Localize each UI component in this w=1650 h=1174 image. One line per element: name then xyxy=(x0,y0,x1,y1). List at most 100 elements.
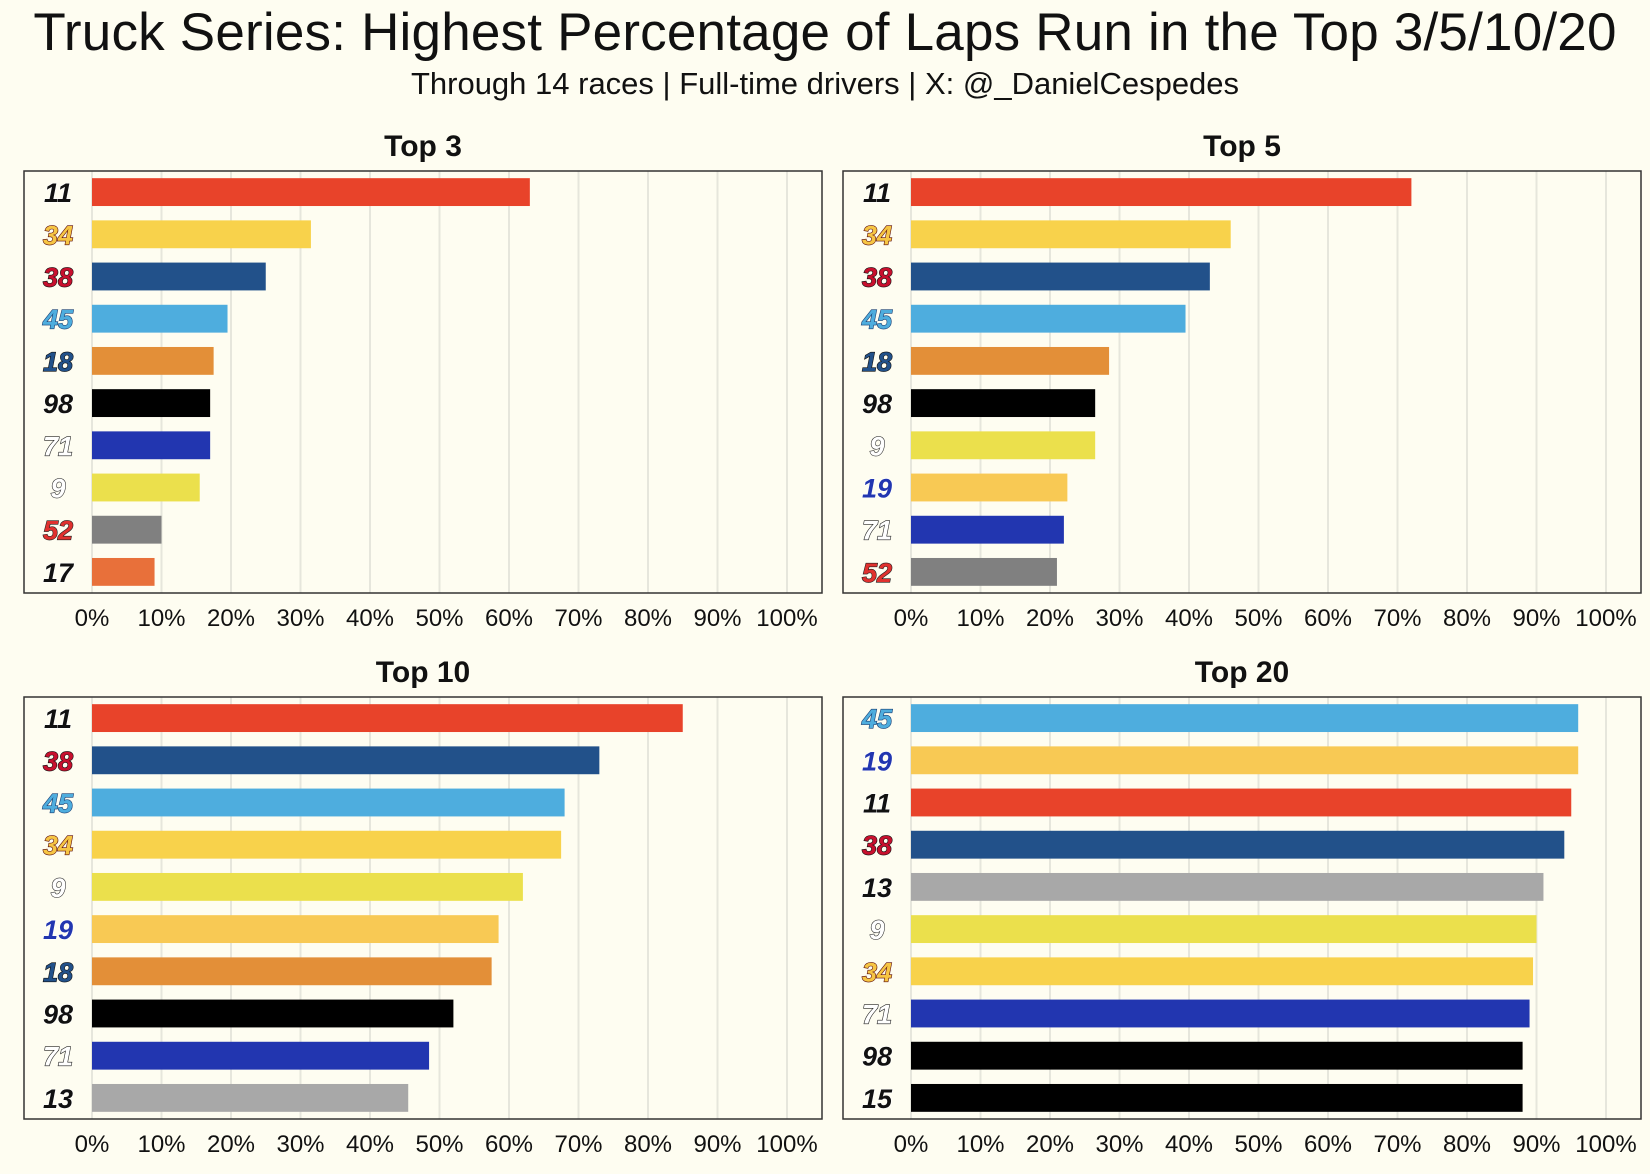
car-number-label: 38 xyxy=(43,263,73,293)
bar-98 xyxy=(911,1041,1523,1070)
x-tick-label: 0% xyxy=(894,1131,929,1158)
car-number-label: 38 xyxy=(862,831,892,861)
bar-71 xyxy=(911,999,1530,1028)
car-number-label: 34 xyxy=(43,831,73,861)
car-number-label: 98 xyxy=(862,1042,892,1072)
car-number-label: 11 xyxy=(44,704,72,734)
x-tick-label: 10% xyxy=(137,605,185,632)
x-tick-label: 10% xyxy=(956,1131,1004,1158)
bar-52 xyxy=(911,557,1057,586)
bar-38 xyxy=(911,830,1565,859)
car-number-label: 11 xyxy=(863,178,891,208)
bar-38 xyxy=(92,746,600,775)
x-tick-label: 30% xyxy=(1095,605,1143,632)
bar-34 xyxy=(92,830,562,859)
bar-45 xyxy=(92,304,228,333)
car-number-label: 38 xyxy=(862,263,892,293)
x-tick-label: 60% xyxy=(1304,605,1352,632)
bar-19 xyxy=(911,746,1579,775)
car-number-label: 17 xyxy=(43,558,75,588)
car-number-label: 19 xyxy=(862,746,892,776)
car-number-label: 45 xyxy=(861,305,893,335)
car-number-label: 45 xyxy=(861,704,893,734)
x-tick-label: 50% xyxy=(1234,605,1282,632)
x-tick-label: 40% xyxy=(346,605,394,632)
x-tick-label: 80% xyxy=(1443,1131,1491,1158)
bar-13 xyxy=(92,1083,409,1112)
car-number-label: 34 xyxy=(862,957,892,987)
car-number-label: 18 xyxy=(862,347,892,377)
x-tick-label: 50% xyxy=(1234,1131,1282,1158)
car-number-label: 52 xyxy=(43,516,73,546)
panel-title: Top 5 xyxy=(1203,130,1281,163)
car-number-label: 45 xyxy=(42,789,74,819)
bar-11 xyxy=(911,178,1412,207)
x-tick-label: 10% xyxy=(956,605,1004,632)
x-tick-label: 70% xyxy=(554,605,602,632)
car-number-label: 13 xyxy=(43,1084,73,1114)
bar-15 xyxy=(911,1083,1523,1112)
bar-98 xyxy=(911,389,1096,418)
x-tick-label: 0% xyxy=(894,605,929,632)
x-tick-label: 90% xyxy=(1512,1131,1560,1158)
x-tick-label: 70% xyxy=(1373,1131,1421,1158)
bar-71 xyxy=(911,515,1064,544)
car-number-label: 52 xyxy=(862,558,892,588)
x-tick-label: 30% xyxy=(276,605,324,632)
panel-title: Top 10 xyxy=(376,656,470,689)
car-number-label: 98 xyxy=(862,389,892,419)
car-number-label: 71 xyxy=(862,516,892,546)
car-number-label: 18 xyxy=(43,957,73,987)
bar-71 xyxy=(92,1041,430,1070)
x-tick-label: 40% xyxy=(1165,1131,1213,1158)
bar-71 xyxy=(92,431,211,460)
x-tick-label: 30% xyxy=(276,1131,324,1158)
panel-frame xyxy=(23,696,823,1120)
x-tick-label: 90% xyxy=(693,605,741,632)
bar-11 xyxy=(911,788,1572,817)
bar-11 xyxy=(92,178,530,207)
x-tick-label: 100% xyxy=(1575,605,1636,632)
x-tick-label: 20% xyxy=(207,605,255,632)
bar-18 xyxy=(92,957,492,986)
x-tick-label: 30% xyxy=(1095,1131,1143,1158)
bar-19 xyxy=(92,915,499,944)
car-number-label: 9 xyxy=(50,474,65,504)
bar-9 xyxy=(92,872,523,901)
car-number-label: 98 xyxy=(43,389,73,419)
bar-9 xyxy=(911,915,1537,944)
car-number-label: 9 xyxy=(869,915,884,945)
car-number-label: 98 xyxy=(43,1000,73,1030)
car-number-label: 38 xyxy=(43,746,73,776)
x-tick-label: 20% xyxy=(1026,1131,1074,1158)
bar-17 xyxy=(92,557,155,586)
x-tick-label: 80% xyxy=(1443,605,1491,632)
x-tick-label: 60% xyxy=(485,1131,533,1158)
car-number-label: 34 xyxy=(862,220,892,250)
x-tick-label: 80% xyxy=(624,605,672,632)
x-tick-label: 60% xyxy=(1304,1131,1352,1158)
x-tick-label: 70% xyxy=(1373,605,1421,632)
panel-title: Top 3 xyxy=(384,130,462,163)
bar-38 xyxy=(92,262,266,291)
x-tick-label: 10% xyxy=(137,1131,185,1158)
car-number-label: 13 xyxy=(862,873,892,903)
panel-frame xyxy=(842,696,1642,1120)
bar-98 xyxy=(92,999,454,1028)
bar-34 xyxy=(911,957,1534,986)
x-tick-label: 0% xyxy=(75,1131,110,1158)
car-number-label: 18 xyxy=(43,347,73,377)
bar-34 xyxy=(92,220,311,249)
chart-subtitle: Through 14 races | Full-time drivers | X… xyxy=(410,66,1240,101)
x-tick-label: 90% xyxy=(693,1131,741,1158)
bar-45 xyxy=(92,788,565,817)
bar-18 xyxy=(92,346,214,375)
panel-title: Top 20 xyxy=(1195,656,1289,689)
bar-45 xyxy=(911,304,1186,333)
x-tick-label: 50% xyxy=(415,605,463,632)
x-tick-label: 70% xyxy=(554,1131,602,1158)
bar-13 xyxy=(911,872,1544,901)
car-number-label: 71 xyxy=(43,1042,73,1072)
car-number-label: 34 xyxy=(43,220,73,250)
